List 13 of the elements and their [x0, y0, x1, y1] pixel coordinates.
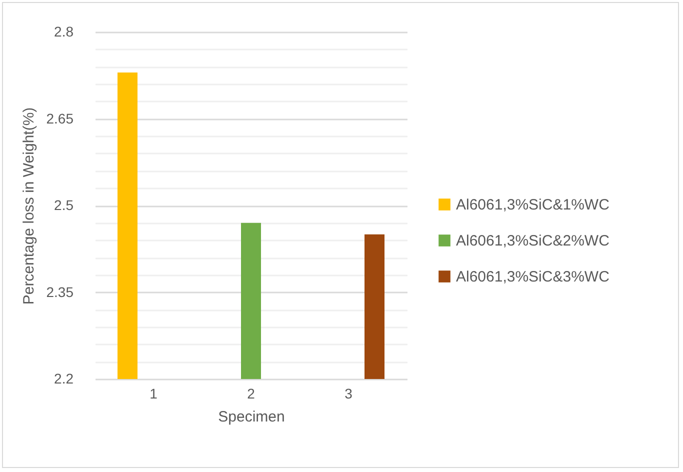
y-tick-label: 2.35 — [46, 284, 74, 300]
y-tick-label: 2.65 — [46, 110, 74, 126]
y-tick-label: 2.2 — [54, 370, 74, 386]
x-tick-label: 3 — [344, 386, 353, 402]
x-tick-label: 1 — [150, 386, 158, 402]
legend-label: Al6061,3%SiC&1%WC — [456, 196, 610, 214]
x-axis-title: Specimen — [218, 408, 285, 426]
legend-label: Al6061,3%SiC&2%WC — [456, 232, 610, 250]
y-tick-label: 2.8 — [54, 24, 74, 40]
y-tick-label: 2.5 — [54, 197, 74, 213]
x-tick-label: 2 — [247, 386, 256, 402]
y-axis-title: Percentage loss in Weight(%) — [20, 107, 38, 305]
legend-label: Al6061,3%SiC&3%WC — [456, 268, 610, 286]
